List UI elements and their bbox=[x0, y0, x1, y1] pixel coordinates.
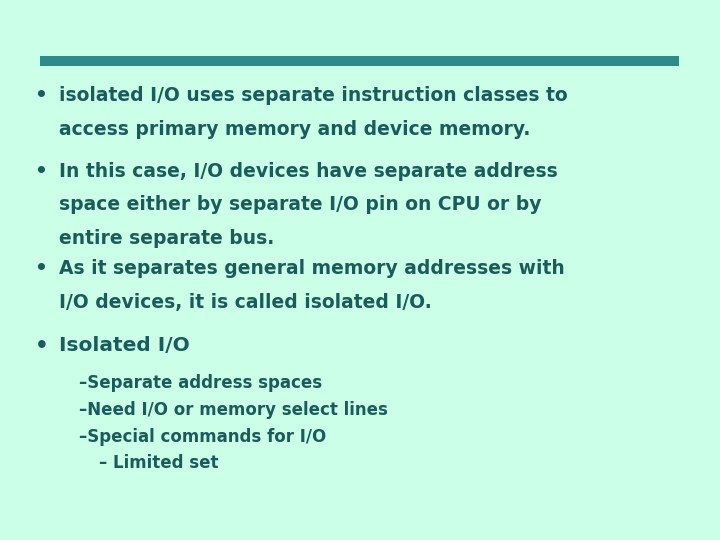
Text: –Separate address spaces: –Separate address spaces bbox=[79, 374, 323, 391]
Text: access primary memory and device memory.: access primary memory and device memory. bbox=[59, 120, 531, 139]
Text: entire separate bus.: entire separate bus. bbox=[59, 229, 274, 248]
Text: –Need I/O or memory select lines: –Need I/O or memory select lines bbox=[79, 401, 388, 418]
Text: space either by separate I/O pin on CPU or by: space either by separate I/O pin on CPU … bbox=[59, 195, 541, 214]
Text: In this case, I/O devices have separate address: In this case, I/O devices have separate … bbox=[59, 162, 558, 181]
Text: isolated I/O uses separate instruction classes to: isolated I/O uses separate instruction c… bbox=[59, 86, 567, 105]
Text: •: • bbox=[35, 259, 48, 278]
Text: I/O devices, it is called isolated I/O.: I/O devices, it is called isolated I/O. bbox=[59, 293, 432, 312]
Text: Isolated I/O: Isolated I/O bbox=[59, 336, 190, 355]
Text: –Special commands for I/O: –Special commands for I/O bbox=[79, 428, 326, 445]
Text: •: • bbox=[35, 162, 48, 181]
Text: •: • bbox=[35, 86, 48, 105]
FancyBboxPatch shape bbox=[40, 56, 679, 66]
Text: •: • bbox=[35, 336, 48, 356]
Text: – Limited set: – Limited set bbox=[99, 454, 219, 471]
Text: As it separates general memory addresses with: As it separates general memory addresses… bbox=[59, 259, 564, 278]
